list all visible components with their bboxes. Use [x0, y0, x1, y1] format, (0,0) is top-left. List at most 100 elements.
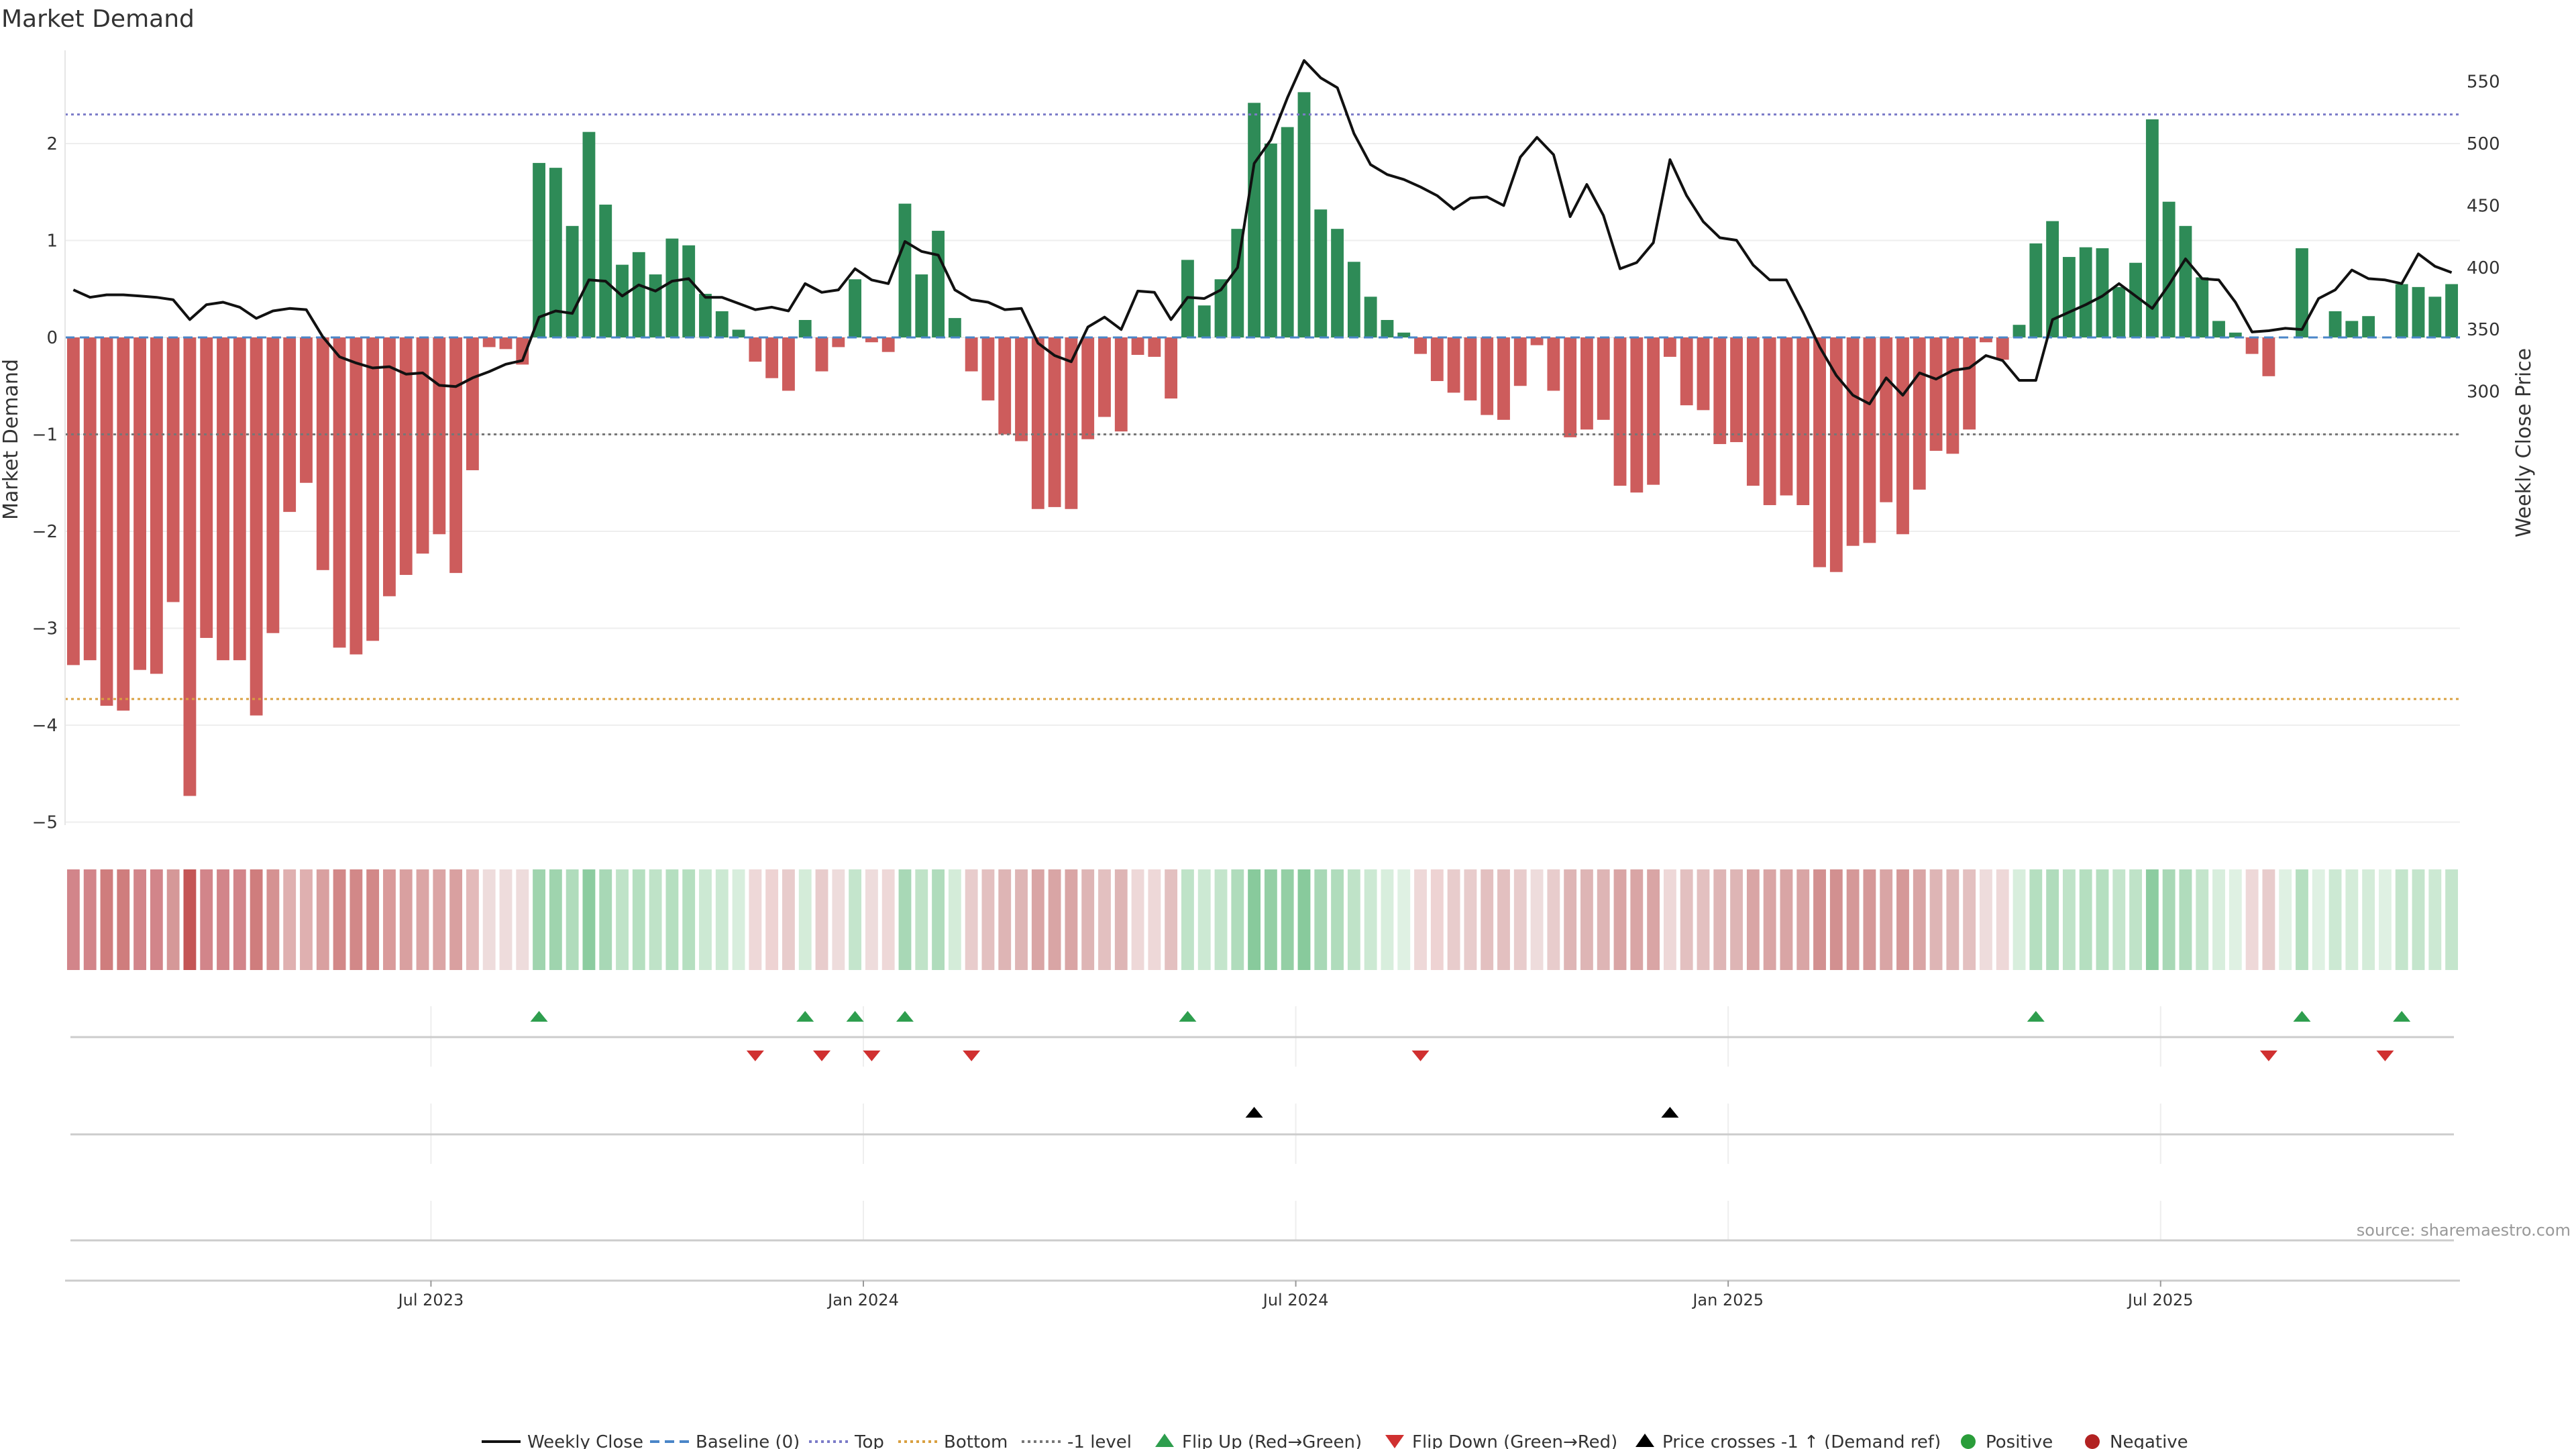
demand-strip-cell: [2012, 869, 2026, 970]
demand-strip-cell: [100, 869, 113, 970]
demand-strip-cell: [865, 869, 878, 970]
positive-demand-bar: [715, 311, 729, 337]
positive-demand-bar: [2296, 248, 2308, 337]
demand-strip-cell: [2179, 869, 2192, 970]
demand-strip-cell: [1863, 869, 1876, 970]
negative-demand-bar: [832, 337, 845, 347]
negative-demand-bar: [1929, 337, 1943, 451]
legend-label: Top: [854, 1432, 884, 1449]
demand-strip-cell: [1530, 869, 1544, 970]
demand-strip-cell: [2345, 869, 2359, 970]
negative-demand-bar: [1746, 337, 1760, 486]
demand-strip-cell: [1963, 869, 1976, 970]
demand-strip-cell: [2445, 869, 2459, 970]
demand-strip-cell: [316, 869, 329, 970]
demand-strip-cell: [1031, 869, 1044, 970]
demand-strip-cell: [616, 869, 629, 970]
demand-strip-cell: [582, 869, 596, 970]
demand-strip-cell: [2312, 869, 2325, 970]
negative-demand-bar: [1165, 337, 1178, 399]
negative-demand-bar: [266, 337, 280, 633]
legend-item: Negative: [2085, 1432, 2188, 1449]
negative-demand-bar: [100, 337, 113, 706]
demand-strip-cell: [2196, 869, 2209, 970]
legend-item: -1 level: [1022, 1432, 1132, 1449]
demand-strip-cell: [1397, 869, 1411, 970]
demand-strip-cell: [150, 869, 163, 970]
demand-strip-cell: [849, 869, 862, 970]
negative-demand-bar: [749, 337, 762, 362]
negative-demand-bar: [83, 337, 97, 661]
demand-strip-cell: [2428, 869, 2442, 970]
negative-demand-bar: [1880, 337, 1893, 502]
demand-strip-cell: [1630, 869, 1644, 970]
demand-strip-cell: [699, 869, 712, 970]
demand-strip-cell: [632, 869, 645, 970]
demand-strip-cell: [1231, 869, 1244, 970]
legend-label: Positive: [1986, 1432, 2053, 1449]
x-tick-label: Jan 2025: [1691, 1291, 1764, 1309]
demand-strip-cell: [549, 869, 562, 970]
legend-label: Baseline (0): [696, 1432, 800, 1449]
demand-strip-cell: [599, 869, 612, 970]
y-right-tick-label: 300: [2467, 382, 2500, 402]
demand-strip-cell: [1281, 869, 1294, 970]
positive-demand-bar: [2079, 247, 2092, 337]
demand-strip-cell: [1946, 869, 1960, 970]
event-markers: [70, 1006, 2454, 1242]
demand-strip-cell: [1564, 869, 1577, 970]
demand-strip-cell: [1197, 869, 1211, 970]
demand-strip-cell: [1181, 869, 1194, 970]
positive-demand-bar: [566, 225, 579, 337]
demand-strip-cell: [2229, 869, 2242, 970]
positive-demand-bar: [699, 293, 712, 337]
demand-strip-cell: [366, 869, 380, 970]
demand-strip-cell: [1697, 869, 1710, 970]
legend-item: Top: [809, 1432, 884, 1449]
demand-strip-cell: [1580, 869, 1593, 970]
negative-demand-bar: [1697, 337, 1710, 411]
negative-demand-bar: [66, 337, 80, 665]
negative-demand-bar: [183, 337, 197, 796]
legend-item: Positive: [1961, 1432, 2053, 1449]
demand-strip-cell: [1980, 869, 1992, 970]
x-tick-label: Jan 2024: [826, 1291, 899, 1309]
legend: Weekly Close Baseline (0) Top Bottom -1 leve…: [482, 1432, 2188, 1449]
demand-strip-cell: [1065, 869, 1078, 970]
positive-demand-bar: [2062, 257, 2076, 337]
demand-strip-cell: [399, 869, 413, 970]
demand-strip-cell: [117, 869, 130, 970]
negative-demand-bar: [1148, 337, 1161, 357]
negative-demand-bar: [333, 337, 346, 648]
demand-strip-cell: [1098, 869, 1111, 970]
negative-demand-bar: [1481, 337, 1494, 415]
flip-down-marker: [2376, 1051, 2394, 1061]
negative-demand-bar: [300, 337, 313, 483]
positive-demand-bar: [2096, 248, 2109, 337]
demand-strip-cell: [1513, 869, 1527, 970]
demand-strip-cell: [499, 869, 513, 970]
flip-down-marker: [963, 1051, 981, 1061]
demand-strip-cell: [1148, 869, 1161, 970]
demand-strip-cell: [2046, 869, 2059, 970]
demand-strip-cell: [798, 869, 812, 970]
demand-strip-cell: [1347, 869, 1360, 970]
legend-item: Bottom: [898, 1432, 1008, 1449]
positive-demand-bar: [2428, 297, 2442, 337]
negative-demand-bar: [1863, 337, 1876, 543]
negative-demand-bar: [1464, 337, 1477, 400]
negative-demand-bar: [1564, 337, 1577, 437]
negative-demand-bar: [2245, 337, 2259, 354]
flip-down-marker: [813, 1051, 831, 1061]
demand-strip-cell: [649, 869, 662, 970]
positive-demand-bar: [2179, 225, 2192, 337]
positive-demand-bar: [932, 231, 945, 337]
y-right-tick-label: 400: [2467, 258, 2500, 278]
negative-demand-bar: [166, 337, 180, 602]
positive-demand-bar: [549, 168, 562, 337]
negative-demand-bar: [1730, 337, 1743, 443]
negative-demand-bar: [1580, 337, 1593, 430]
demand-strip-cell: [1829, 869, 1843, 970]
positive-demand-bar: [915, 274, 928, 337]
x-tick-label: Jul 2025: [2127, 1291, 2194, 1309]
